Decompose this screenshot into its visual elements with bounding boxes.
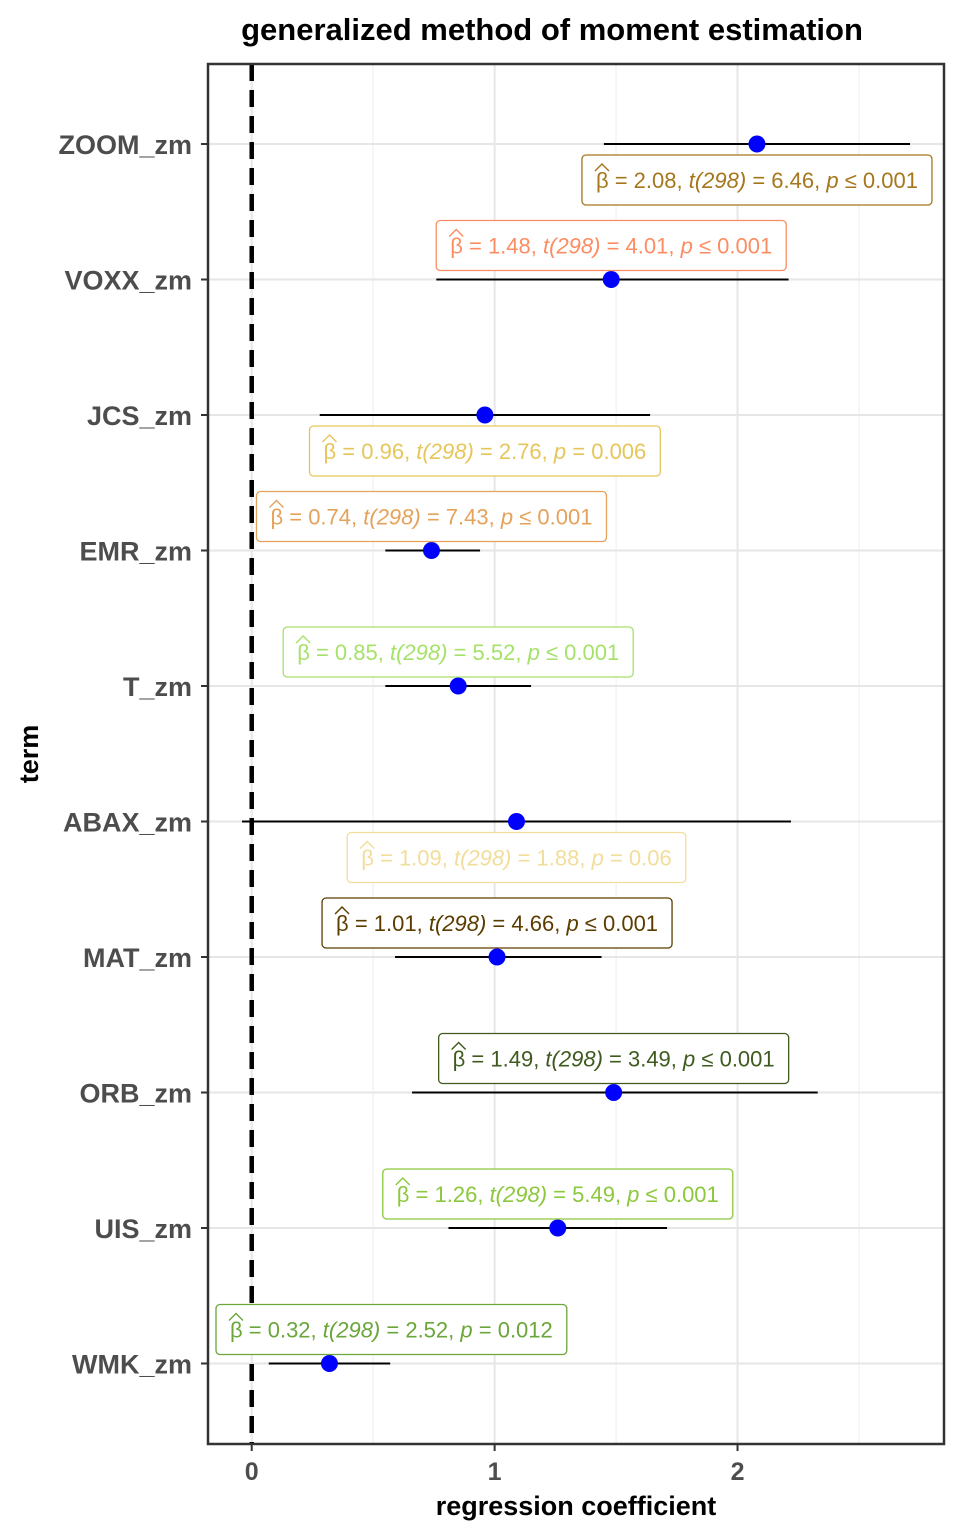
beta-hat-mark <box>228 1312 244 1321</box>
estimate-label-box <box>346 831 687 884</box>
estimate-point <box>488 948 506 966</box>
x-axis-title: regression coefficient <box>436 1491 717 1521</box>
estimate-label-box <box>382 1168 734 1220</box>
y-tick-label: T_zm <box>123 672 192 702</box>
estimate-label-box <box>581 154 933 206</box>
beta-hat-mark <box>334 906 350 915</box>
estimate-label: β = 1.09, t(298) = 1.88, p = 0.06 <box>346 831 687 884</box>
estimate-label: β = 0.74, t(298) = 7.43, p ≤ 0.001 <box>255 490 608 543</box>
estimate-label-box <box>215 1303 568 1356</box>
plot-panel-border <box>206 62 946 1446</box>
beta-hat-mark <box>395 1177 411 1186</box>
estimate-labels: β = 2.08, t(298) = 6.46, p ≤ 0.001 β = 1.… <box>215 154 933 1356</box>
y-tick-label: JCS_zm <box>87 401 192 431</box>
estimate-point <box>748 135 766 153</box>
y-tick-label: ZOOM_zm <box>58 130 192 160</box>
x-axis-ticks: 0 1 2 <box>245 1444 745 1486</box>
beta-hat-mark <box>322 434 338 443</box>
estimate-label: β = 0.32, t(298) = 2.52, p = 0.012 <box>215 1303 568 1356</box>
beta-hat-mark <box>448 228 464 237</box>
estimate-label-box <box>438 1032 790 1085</box>
y-tick-label: EMR_zm <box>79 537 192 567</box>
estimate-label-text: β = 0.32, t(298) = 2.52, p = 0.012 <box>230 1318 553 1343</box>
estimate-point <box>422 542 440 559</box>
estimate-point <box>602 271 620 288</box>
estimate-label-text: β = 1.09, t(298) = 1.88, p = 0.06 <box>361 846 672 871</box>
estimate-point <box>507 813 525 830</box>
beta-hat-mark <box>594 163 610 172</box>
estimate-points <box>320 135 766 1372</box>
x-tick-label: 0 <box>245 1458 259 1486</box>
estimate-label: β = 1.48, t(298) = 4.01, p ≤ 0.001 <box>435 219 787 272</box>
y-tick-label: WMK_zm <box>72 1350 192 1380</box>
estimate-point <box>320 1355 338 1372</box>
chart-title: generalized method of moment estimation <box>241 12 863 47</box>
estimate-label-text: β = 0.74, t(298) = 7.43, p ≤ 0.001 <box>270 505 592 530</box>
y-tick-label: MAT_zm <box>83 943 192 973</box>
estimate-label: β = 1.01, t(298) = 4.66, p ≤ 0.001 <box>321 897 673 949</box>
estimate-point <box>476 406 494 424</box>
estimate-label: β = 1.49, t(298) = 3.49, p ≤ 0.001 <box>438 1032 790 1085</box>
estimate-label-text: β = 2.08, t(298) = 6.46, p ≤ 0.001 <box>596 168 918 193</box>
estimate-label-text: β = 0.85, t(298) = 5.52, p ≤ 0.001 <box>297 640 619 665</box>
estimate-label-text: β = 1.49, t(298) = 3.49, p ≤ 0.001 <box>453 1047 775 1072</box>
x-tick-label: 1 <box>488 1458 502 1486</box>
estimate-label: β = 1.26, t(298) = 5.49, p ≤ 0.001 <box>382 1168 734 1220</box>
beta-hat-mark <box>268 499 284 508</box>
estimate-label-box <box>282 626 634 678</box>
x-tick-label: 2 <box>731 1458 745 1486</box>
estimate-point <box>605 1084 623 1101</box>
estimate-point <box>449 677 467 695</box>
y-tick-label: ORB_zm <box>79 1079 192 1109</box>
estimate-label-box <box>255 490 608 543</box>
estimate-label-text: β = 0.96, t(298) = 2.76, p = 0.006 <box>324 439 647 464</box>
y-tick-label: UIS_zm <box>94 1214 192 1244</box>
beta-hat-mark <box>451 1041 467 1050</box>
y-axis-ticks: ZOOM_zm VOXX_zm JCS_zm EMR_zm T_zm ABAX_zm MAT… <box>58 130 208 1380</box>
estimate-label-box <box>321 897 673 949</box>
estimate-label-text: β = 1.26, t(298) = 5.49, p ≤ 0.001 <box>397 1182 719 1207</box>
estimate-label-box <box>308 425 661 477</box>
estimate-label: β = 2.08, t(298) = 6.46, p ≤ 0.001 <box>581 154 933 206</box>
estimate-label-text: β = 1.01, t(298) = 4.66, p ≤ 0.001 <box>336 911 658 936</box>
estimate-label-box <box>435 219 787 272</box>
estimate-label: β = 0.85, t(298) = 5.52, p ≤ 0.001 <box>282 626 634 678</box>
estimate-label-text: β = 1.48, t(298) = 4.01, p ≤ 0.001 <box>450 234 772 259</box>
y-tick-label: ABAX_zm <box>63 808 192 838</box>
y-tick-label: VOXX_zm <box>64 266 192 296</box>
estimate-label: β = 0.96, t(298) = 2.76, p = 0.006 <box>308 425 661 477</box>
beta-hat-mark <box>295 635 311 644</box>
y-axis-title: term <box>14 725 44 784</box>
beta-hat-mark <box>359 840 375 849</box>
estimate-point <box>549 1219 567 1237</box>
